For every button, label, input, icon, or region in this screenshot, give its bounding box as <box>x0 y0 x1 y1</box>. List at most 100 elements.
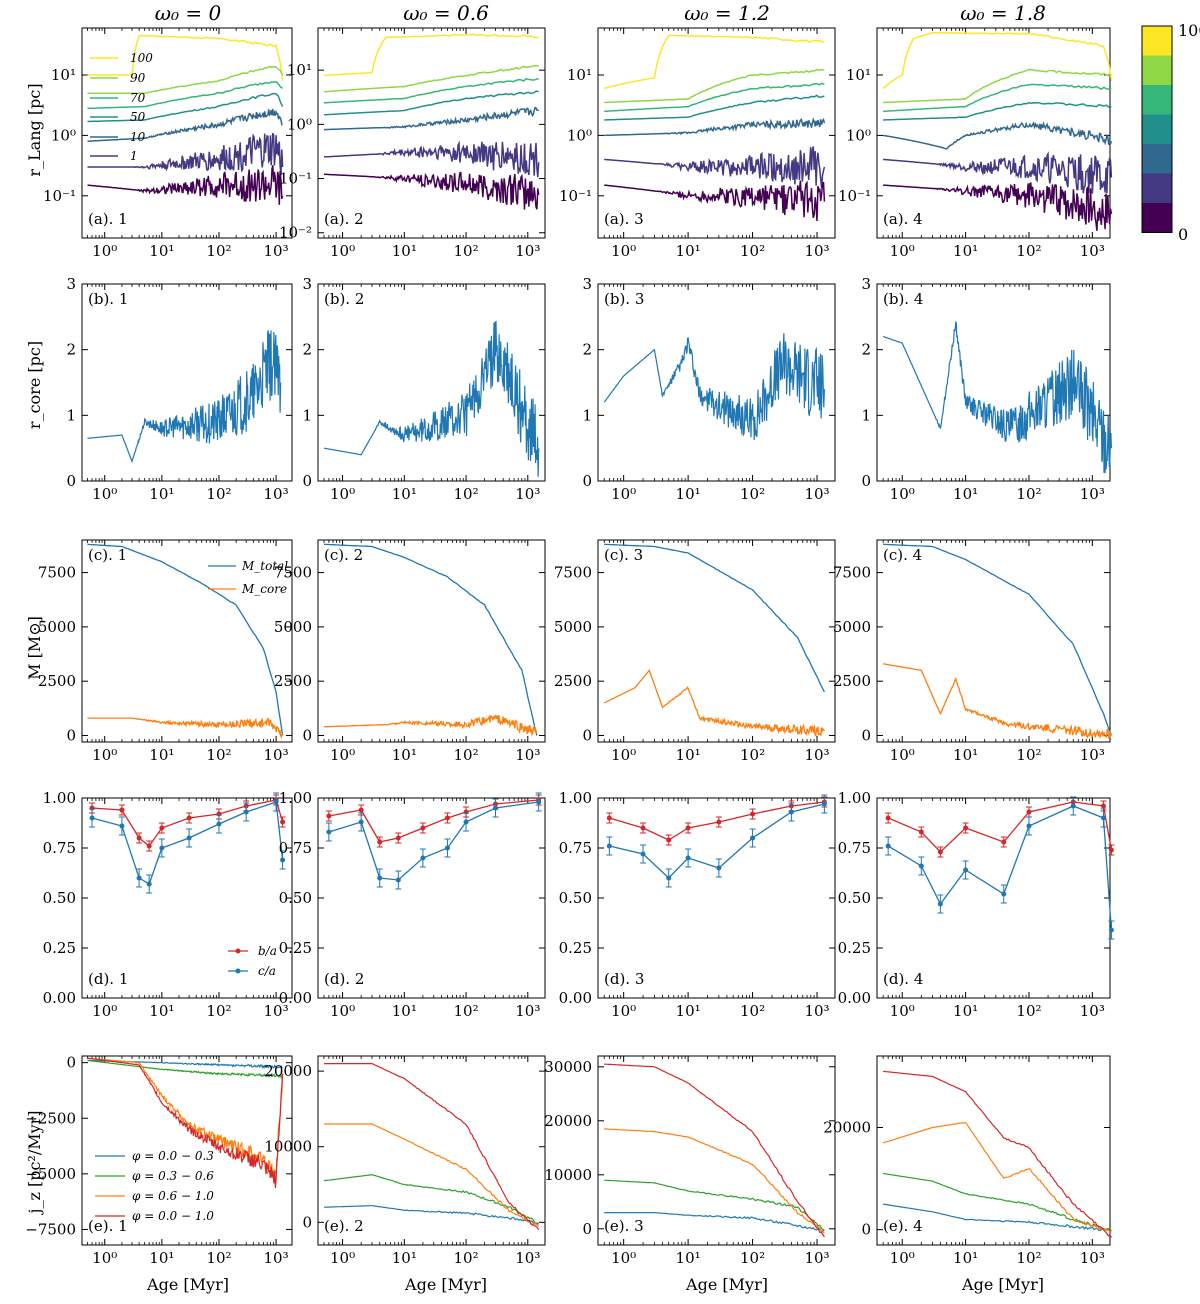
y-tick-label: 7500 <box>554 564 592 582</box>
jz-line <box>324 1123 539 1227</box>
x-tick-label: 10⁰ <box>330 242 355 260</box>
legend-label: φ = 0.3 − 0.6 <box>132 1169 214 1183</box>
x-tick-label: 10² <box>453 1002 478 1020</box>
y-tick-label: 2500 <box>554 672 592 690</box>
axes-frame <box>597 1055 836 1246</box>
axes-frame <box>597 27 836 239</box>
x-tick-label: 10¹ <box>676 242 701 260</box>
ba-point <box>918 829 924 835</box>
axes-frame <box>317 797 546 999</box>
ylabel-row-c: M [M⊙] <box>25 616 44 680</box>
y-tick-label: 0.25 <box>43 939 76 957</box>
lagrangian-radius-line <box>324 171 540 210</box>
y-tick-label: 5000 <box>554 618 592 636</box>
y-tick-label: 0 <box>302 472 312 490</box>
x-tick-label: 10⁰ <box>890 242 915 260</box>
ca-line <box>609 803 825 879</box>
ca-point <box>119 823 125 829</box>
y-tick-label: 0.00 <box>838 989 871 1007</box>
x-tick-label: 10⁰ <box>611 746 636 764</box>
legend-label: φ = 0.0 − 1.0 <box>132 1209 214 1223</box>
y-tick-label: 1.00 <box>838 789 871 807</box>
x-tick-label: 10³ <box>1080 485 1105 503</box>
jz-line <box>883 1070 1112 1238</box>
x-tick-label: 10¹ <box>953 746 978 764</box>
x-tick-label: 10⁰ <box>890 485 915 503</box>
ca-point <box>750 835 756 841</box>
y-tick-label: 0 <box>66 1054 76 1072</box>
lagrangian-radius-line <box>87 34 284 81</box>
x-tick-label: 10¹ <box>676 746 701 764</box>
colorbar-band <box>1142 26 1172 56</box>
y-tick-label: 2500 <box>38 672 76 690</box>
ca-point <box>666 875 672 881</box>
column-title-2: ω₀ = 0.6 <box>403 1 489 25</box>
y-tick-label: 0 <box>66 472 76 490</box>
xlabel-col-1: Age [Myr] <box>146 1275 229 1294</box>
y-tick-label: 0.75 <box>279 839 312 857</box>
ca-point <box>963 867 969 873</box>
ca-point <box>493 805 499 811</box>
xlabel-col-3: Age [Myr] <box>685 1275 768 1294</box>
legend-label: 50 <box>130 110 146 124</box>
ca-point <box>420 855 426 861</box>
colorbar-frame <box>1141 25 1173 233</box>
x-tick-label: 10² <box>740 746 765 764</box>
panel-label: (e). 2 <box>324 1217 364 1235</box>
legend-label: 1 <box>130 149 138 163</box>
x-tick-label: 10⁰ <box>92 242 117 260</box>
axes-frame <box>597 797 836 999</box>
ca-point <box>395 877 401 883</box>
total-mass-line <box>323 543 538 736</box>
ba-point <box>640 825 646 831</box>
y-tick-label: 10¹ <box>567 66 592 84</box>
y-tick-label: 0.25 <box>559 939 592 957</box>
x-tick-label: 10³ <box>515 1002 540 1020</box>
jz-line <box>87 1057 284 1178</box>
colorbar-band <box>1142 55 1172 85</box>
jz-line <box>604 1128 825 1234</box>
x-tick-label: 10³ <box>804 1249 829 1267</box>
x-tick-label: 10³ <box>804 485 829 503</box>
y-tick-label: 0.25 <box>838 939 871 957</box>
axes-frame <box>81 1055 293 1246</box>
legend-label: φ = 0.6 − 1.0 <box>132 1189 214 1203</box>
y-tick-label: 5000 <box>833 618 871 636</box>
y-tick-label: 10¹ <box>846 66 871 84</box>
x-tick-label: 10³ <box>264 746 289 764</box>
axes-frame <box>876 539 1111 743</box>
legend-label-core: M_core <box>241 582 287 596</box>
axes-frame <box>317 539 546 743</box>
lagrangian-radius-line <box>604 68 825 104</box>
lagrangian-radius-line <box>604 34 825 90</box>
ca-point <box>885 843 891 849</box>
ca-point <box>1100 815 1106 821</box>
ca-point <box>377 875 383 881</box>
y-tick-label: 1 <box>582 406 592 424</box>
jz-line <box>882 1121 1112 1233</box>
y-tick-label: 0.25 <box>279 939 312 957</box>
x-tick-label: 10³ <box>1080 746 1105 764</box>
x-tick-label: 10² <box>1016 242 1041 260</box>
lagrangian-radius-line <box>323 77 539 104</box>
x-tick-label: 10¹ <box>953 242 978 260</box>
lagrangian-radius-line <box>87 92 284 123</box>
panel-label: (d). 4 <box>883 970 923 988</box>
ba-point <box>606 815 612 821</box>
xlabel-col-2: Age [Myr] <box>404 1275 487 1294</box>
jz-line <box>604 1179 825 1231</box>
colorbar-band <box>1142 144 1172 174</box>
ca-point <box>1108 927 1114 933</box>
core-mass-line <box>324 714 538 737</box>
y-tick-label: 0 <box>66 726 76 744</box>
panel-label: (e). 1 <box>88 1217 128 1235</box>
y-tick-label: −5000 <box>25 1165 76 1183</box>
total-mass-line <box>604 543 825 693</box>
y-tick-label: 0.00 <box>559 989 592 1007</box>
y-tick-label: 0.50 <box>279 889 312 907</box>
y-tick-label: 5000 <box>38 618 76 636</box>
y-tick-label: 3 <box>582 275 592 293</box>
ca-point <box>1001 891 1007 897</box>
x-tick-label: 10¹ <box>392 485 417 503</box>
